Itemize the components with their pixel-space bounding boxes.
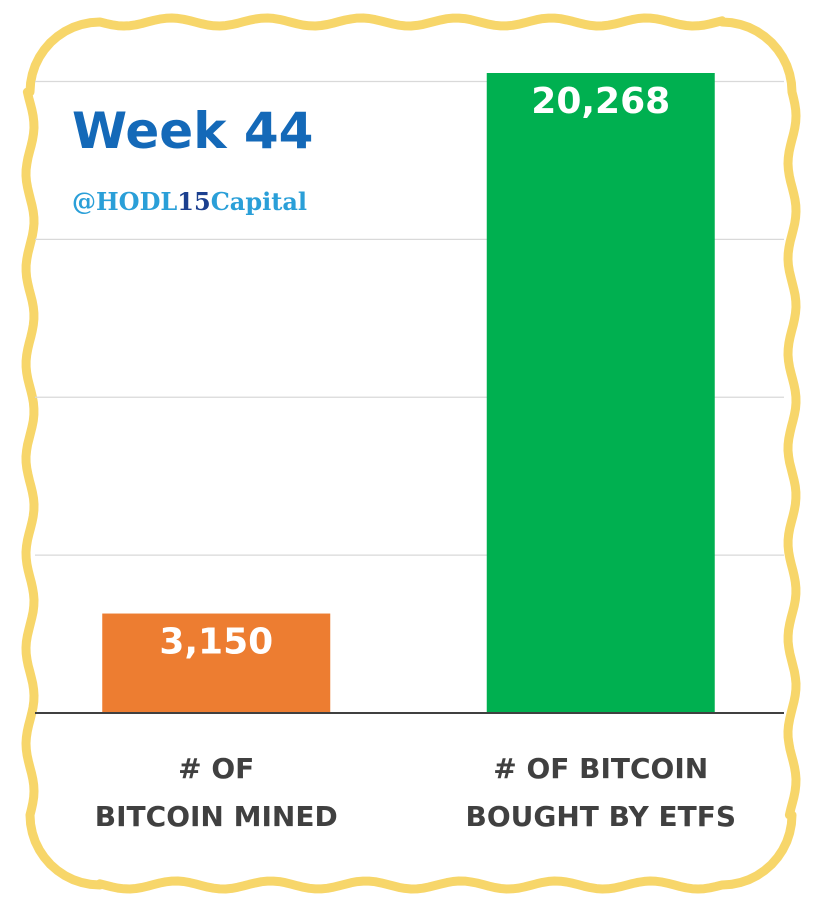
data-label-bitcoin-bought-by-etfs: 20,268 [531,81,670,122]
handle-prefix: @HODL [72,187,177,216]
category-label-bitcoin-mined-line-2: BITCOIN MINED [95,800,338,833]
data-labels: 3,150 20,268 [159,81,670,663]
bar-bitcoin-mined [102,613,331,713]
data-label-bitcoin-mined: 3,150 [159,622,273,663]
chart-title: Week 44 [72,102,313,160]
handle-suffix: Capital [211,187,307,216]
handle-watermark: @HODL15Capital [72,187,307,216]
category-labels: # OF BITCOIN MINED # OF BITCOIN BOUGHT BY E… [95,752,736,833]
category-label-bitcoin-bought-by-etfs-line-1: # OF BITCOIN [493,752,708,785]
category-label-bitcoin-bought-by-etfs-line-2: BOUGHT BY ETFS [466,800,737,833]
bar-bitcoin-bought-by-etfs [486,73,715,713]
wavy-frame [21,13,801,894]
bars [102,73,715,713]
category-label-bitcoin-mined-line-1: # OF [178,752,254,785]
handle-number: 15 [177,187,210,216]
